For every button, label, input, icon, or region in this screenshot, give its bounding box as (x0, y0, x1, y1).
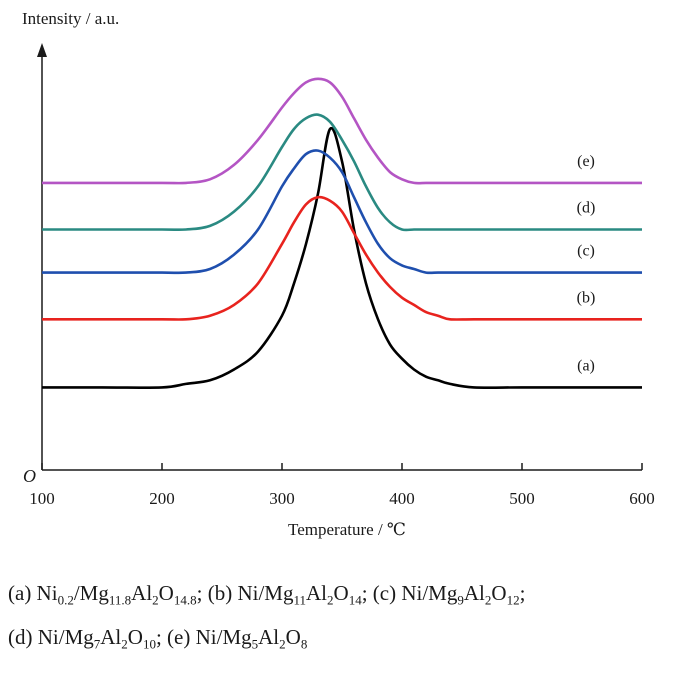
x-tick-label: 300 (269, 489, 295, 508)
x-tick-label: 100 (29, 489, 55, 508)
caption-segment: O (127, 625, 143, 649)
caption-line-2: (d) Ni/Mg7Al2O10; (e) Ni/Mg5Al2O8 (8, 622, 698, 652)
caption-segment: 12 (506, 592, 520, 608)
caption-segment: O (491, 581, 507, 605)
caption-line-1: (a) Ni0.2/Mg11.8Al2O14.8; (b) Ni/Mg11Al2… (8, 578, 698, 608)
y-axis-arrow-icon (37, 43, 47, 57)
x-tick-label: 600 (629, 489, 655, 508)
series-curve (42, 149, 642, 275)
caption-segment: /Mg (73, 581, 109, 605)
caption-segment: Al (463, 581, 485, 605)
series-curve (42, 77, 642, 185)
caption-segment: 10 (142, 636, 156, 652)
series-labels: (a) (b) (c) (d) (e) (577, 153, 596, 375)
caption-segment: 2 (484, 592, 492, 608)
x-tick-label: 500 (509, 489, 535, 508)
caption-segment: 14 (348, 592, 362, 608)
caption-segment: 5 (251, 636, 259, 652)
tpr-chart: Intensity / a.u. Temperature / ℃ O 100 20… (22, 9, 655, 539)
y-axis-title: Intensity / a.u. (22, 9, 119, 28)
x-tick-label: 400 (389, 489, 415, 508)
caption-segment: (d) Ni/Mg (8, 625, 94, 649)
caption-segment: 11.8 (108, 592, 132, 608)
caption-segment: 2 (121, 636, 128, 652)
caption-segment: ; (c) Ni/Mg (361, 581, 458, 605)
caption-segment: 2 (152, 592, 159, 608)
series-label: (b) (577, 289, 596, 306)
series-curve (42, 195, 642, 321)
caption-segment: ; (b) Ni/Mg (196, 581, 294, 605)
origin-label: O (23, 466, 36, 486)
series-curve (42, 126, 642, 389)
caption-segment: 7 (93, 636, 101, 652)
caption-segment: Al (306, 581, 327, 605)
x-tick-label: 200 (149, 489, 175, 508)
caption-segment: (a) Ni (8, 581, 58, 605)
series-label: (e) (577, 153, 595, 170)
caption-segment: Al (131, 581, 153, 605)
series-label: (c) (577, 243, 595, 260)
caption-segment: 2 (279, 636, 286, 652)
caption-segment: O (285, 625, 301, 649)
caption-segment: 11 (293, 592, 306, 608)
series-curves (42, 77, 642, 389)
caption-segment: 0.2 (57, 592, 74, 608)
caption-segment: 9 (457, 592, 464, 608)
caption-segment: 2 (327, 592, 334, 608)
series-label: (a) (577, 357, 595, 374)
x-axis-title: Temperature / ℃ (288, 520, 406, 539)
series-label: (d) (577, 200, 596, 217)
caption-segment: Al (100, 625, 122, 649)
caption-segment: 14.8 (173, 592, 197, 608)
series-curve (42, 113, 642, 232)
caption-segment: O (333, 581, 349, 605)
caption-segment: Al (258, 625, 280, 649)
caption-segment: ; (519, 581, 526, 605)
caption-segment: O (158, 581, 174, 605)
caption-segment: 8 (300, 636, 308, 652)
x-ticks: 100 200 300 400 500 600 (29, 463, 655, 508)
caption-segment: ; (e) Ni/Mg (155, 625, 252, 649)
